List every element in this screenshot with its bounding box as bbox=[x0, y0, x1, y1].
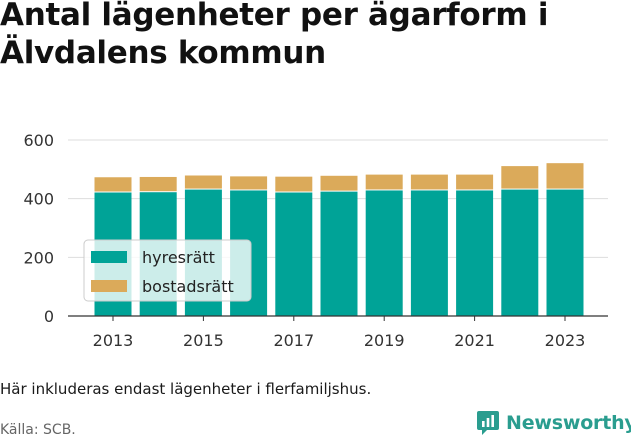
bar-bostadsratt-2023 bbox=[546, 163, 584, 189]
x-tick-label-2017: 2017 bbox=[273, 331, 314, 350]
bar-bostadsratt-2018 bbox=[320, 175, 358, 191]
y-tick-label-200: 200 bbox=[23, 248, 54, 267]
bar-bostadsratt-2021 bbox=[456, 174, 494, 190]
bar-hyresratt-2019 bbox=[365, 190, 403, 316]
chart-source: Källa: SCB. bbox=[0, 422, 76, 438]
x-tick-label-2013: 2013 bbox=[93, 331, 134, 350]
bar-hyresratt-2021 bbox=[456, 190, 494, 316]
x-tick-label-2023: 2023 bbox=[545, 331, 586, 350]
brand-name: Newsworthy bbox=[506, 412, 631, 434]
legend-swatch-hyresratt bbox=[91, 251, 127, 263]
x-tick-label-2021: 2021 bbox=[454, 331, 495, 350]
bar-hyresratt-2022 bbox=[501, 189, 539, 316]
bar-bostadsratt-2015 bbox=[184, 175, 222, 189]
y-tick-label-400: 400 bbox=[23, 190, 54, 209]
legend-swatch-bostadsratt bbox=[91, 280, 127, 292]
chart-title: Antal lägenheter per ägarform i Älvdalen… bbox=[0, 0, 631, 72]
x-tick-label-2015: 2015 bbox=[183, 331, 224, 350]
bar-hyresratt-2017 bbox=[275, 192, 313, 316]
chart-title-line-1: Antal lägenheter per ägarform i bbox=[0, 0, 549, 33]
bar-hyresratt-2018 bbox=[320, 191, 358, 316]
y-tick-label-600: 600 bbox=[23, 131, 54, 150]
legend: hyresrätt bostadsrätt bbox=[83, 239, 252, 302]
axes: 0 200 400 600 2013 2015 2017 2019 2021 2023 bbox=[23, 131, 608, 350]
legend-label-bostadsratt: bostadsrätt bbox=[142, 277, 234, 296]
bar-bostadsratt-2020 bbox=[410, 174, 448, 190]
legend-label-hyresratt: hyresrätt bbox=[142, 248, 215, 267]
stacked-bar-chart: 0 200 400 600 2013 2015 2017 2019 2021 2023 hyres… bbox=[23, 131, 608, 350]
x-tick-label-2019: 2019 bbox=[364, 331, 405, 350]
bar-bostadsratt-2019 bbox=[365, 174, 403, 190]
newsworthy-brand: Newsworthy bbox=[476, 408, 631, 438]
bar-hyresratt-2023 bbox=[546, 189, 584, 316]
y-tick-label-0: 0 bbox=[44, 307, 54, 326]
chart-title-line-2: Älvdalens kommun bbox=[0, 35, 326, 71]
chart-note: Här inkluderas endast lägenheter i flerf… bbox=[0, 380, 372, 398]
bar-hyresratt-2020 bbox=[410, 190, 448, 316]
bar-bostadsratt-2013 bbox=[94, 177, 132, 192]
bar-bostadsratt-2014 bbox=[139, 176, 177, 192]
newsworthy-logo-icon bbox=[477, 411, 499, 435]
bar-bostadsratt-2017 bbox=[275, 176, 313, 192]
bar-bostadsratt-2022 bbox=[501, 166, 539, 189]
bar-bostadsratt-2016 bbox=[230, 176, 268, 190]
